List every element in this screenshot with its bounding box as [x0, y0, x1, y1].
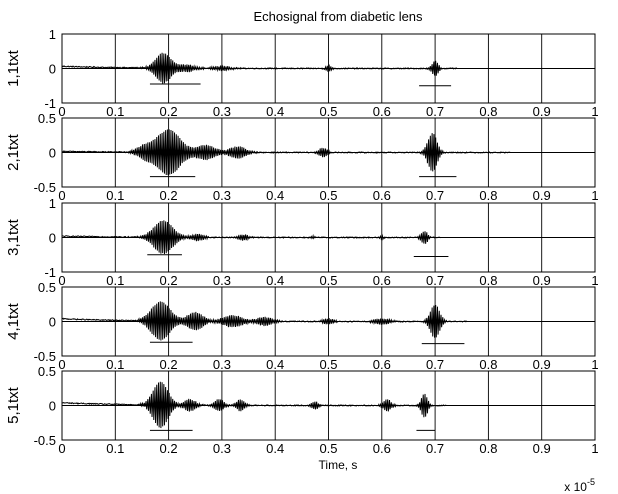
panel-1-x-tick-label: 0.6: [373, 104, 391, 119]
panel-4-x-tick-label: 0.3: [213, 357, 231, 372]
panel-4-y-tick-label: -0.5: [34, 349, 56, 364]
panel-3-y-tick-label: -1: [44, 265, 56, 280]
panel-1: 10-10 0.1 0.2 0.3 0.4 0.5 0.6 0.7 0.8 0.9 11,1txt: [5, 27, 599, 119]
panel-4-x-tick-label: 0: [58, 357, 65, 372]
panel-4: 0.50-0.50 0.1 0.2 0.3 0.4 0.5 0.6 0.7 0.8 0.9 14,1…: [5, 280, 599, 372]
panel-5-x-tick-label: 0.9: [533, 441, 551, 456]
x-multiplier-base: x 10: [564, 480, 587, 494]
panel-2-y-tick-label: -0.5: [34, 180, 56, 195]
panel-2: 0.50-0.50 0.1 0.2 0.3 0.4 0.5 0.6 0.7 0.8 0.9 12,1…: [5, 111, 599, 203]
panel-4-x-tick-label: 0.7: [426, 357, 444, 372]
panel-1-x-tick-label: 0.9: [533, 104, 551, 119]
panel-2-x-tick-label: 0.8: [479, 188, 497, 203]
panel-5-y-tick-label: 0.5: [38, 364, 56, 379]
panel-3-x-tick-label: 0.1: [106, 273, 124, 288]
panel-3-x-tick-label: 0.6: [373, 273, 391, 288]
panel-2-x-tick-label: 0.1: [106, 188, 124, 203]
panel-1-x-tick-label: 0.3: [213, 104, 231, 119]
panel-3-y-tick-label: 0: [49, 231, 56, 246]
panel-3-x-tick-label: 0.3: [213, 273, 231, 288]
panel-1-x-tick-label: 0: [58, 104, 65, 119]
panel-5-x-tick-label: 0.3: [213, 441, 231, 456]
panel-1-echo-trace: [61, 52, 595, 84]
panel-4-y-tick-label: 0.5: [38, 280, 56, 295]
panel-3-x-tick-label: 0.8: [479, 273, 497, 288]
panel-5-x-tick-label: 0.7: [426, 441, 444, 456]
panel-4-y-tick-label: 0: [49, 315, 56, 330]
panel-2-x-tick-label: 0.9: [533, 188, 551, 203]
panel-2-x-tick-label: 0.7: [426, 188, 444, 203]
panel-5-echo-trace: [61, 381, 595, 429]
panel-4-x-tick-label: 1: [591, 357, 598, 372]
panel-3-x-tick-label: 0: [58, 273, 65, 288]
panel-5-y-tick-label: -0.5: [34, 433, 56, 448]
x-axis-label: Time, s: [319, 458, 358, 472]
panel-2-x-tick-label: 0.5: [319, 188, 337, 203]
panel-1-x-tick-label: 0.1: [106, 104, 124, 119]
panel-4-x-tick-label: 0.2: [160, 357, 178, 372]
panel-2-x-tick-label: 0: [58, 188, 65, 203]
panel-1-y-axis-label: 1,1txt: [5, 49, 22, 87]
panel-3-y-tick-label: 1: [49, 196, 56, 211]
panel-2-frame: [61, 117, 596, 188]
panel-5-y-tick-label: 0: [49, 399, 56, 414]
panel-4-x-tick-label: 0.1: [106, 357, 124, 372]
panel-1-x-tick-label: 0.2: [160, 104, 178, 119]
panel-5-frame: [61, 370, 596, 441]
panel-3-x-tick-label: 0.2: [160, 273, 178, 288]
panel-3-x-tick-label: 0.4: [266, 273, 284, 288]
panel-1-x-tick-label: 1: [591, 104, 598, 119]
panel-1-y-tick-label: 1: [49, 27, 56, 42]
panel-3-x-tick-label: 0.9: [533, 273, 551, 288]
x-multiplier: x 10-5: [564, 477, 595, 494]
panel-3-x-tick-label: 0.5: [319, 273, 337, 288]
panel-3-echo-trace: [62, 220, 595, 254]
panel-5-x-tick-label: 0.1: [106, 441, 124, 456]
panel-4-echo-trace: [61, 301, 595, 341]
panel-1-x-tick-label: 0.5: [319, 104, 337, 119]
panel-3-y-axis-label: 3,1txt: [5, 218, 22, 256]
panel-2-x-tick-label: 0.2: [160, 188, 178, 203]
panel-3-x-tick-label: 1: [591, 273, 598, 288]
panel-4-y-axis-label: 4,1txt: [5, 302, 22, 340]
panel-3-x-tick-label: 0.7: [426, 273, 444, 288]
x-multiplier-exponent: -5: [587, 477, 595, 487]
panel-2-echo-trace: [61, 129, 595, 176]
panel-1-frame: [61, 33, 596, 104]
panel-4-x-tick-label: 0.6: [373, 357, 391, 372]
panel-5-x-tick-label: 0: [58, 441, 65, 456]
panel-5-y-axis-label: 5,1txt: [5, 386, 22, 424]
panel-4-x-tick-label: 0.4: [266, 357, 284, 372]
panel-1-x-tick-label: 0.7: [426, 104, 444, 119]
panel-4-x-tick-label: 0.9: [533, 357, 551, 372]
panel-2-x-tick-label: 0.3: [213, 188, 231, 203]
panel-3-frame: [61, 202, 596, 273]
panel-2-x-tick-label: 0.4: [266, 188, 284, 203]
chart-title: Echosignal from diabetic lens: [253, 9, 423, 24]
panel-5-x-tick-label: 0.6: [373, 441, 391, 456]
panel-2-y-axis-label: 2,1txt: [5, 133, 22, 171]
panel-2-x-tick-label: 1: [591, 188, 598, 203]
panel-5-x-tick-label: 0.8: [479, 441, 497, 456]
panel-1-x-tick-label: 0.8: [479, 104, 497, 119]
panel-5-x-tick-label: 1: [591, 441, 598, 456]
panel-5-x-tick-label: 0.2: [160, 441, 178, 456]
panel-2-x-tick-label: 0.6: [373, 188, 391, 203]
panel-5: 0.50-0.50 0.1 0.2 0.3 0.4 0.5 0.6 0.7 0.8 0.9 15,1…: [5, 364, 599, 456]
panel-5-x-tick-label: 0.5: [319, 441, 337, 456]
panel-3: 10-10 0.1 0.2 0.3 0.4 0.5 0.6 0.7 0.8 0.9 13,1txt: [5, 196, 599, 288]
panel-5-x-tick-label: 0.4: [266, 441, 284, 456]
panel-1-y-tick-label: 0: [49, 62, 56, 77]
panel-2-y-tick-label: 0.5: [38, 111, 56, 126]
panel-2-y-tick-label: 0: [49, 146, 56, 161]
panel-1-x-tick-label: 0.4: [266, 104, 284, 119]
panel-4-x-tick-label: 0.8: [479, 357, 497, 372]
panel-4-frame: [61, 286, 596, 357]
panel-1-y-tick-label: -1: [44, 96, 56, 111]
panel-4-x-tick-label: 0.5: [319, 357, 337, 372]
